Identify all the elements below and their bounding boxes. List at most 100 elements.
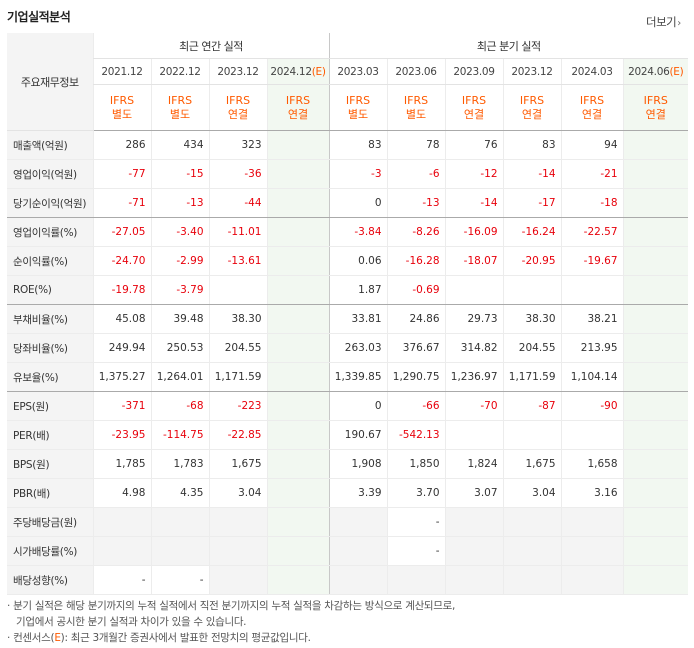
quarter-value-cell: -17 [502,188,562,218]
quarter-value-cell: -6 [386,159,446,189]
quarter-value-cell [622,420,689,450]
annual-value-cell [266,217,330,247]
annual-period-header: 2022.12 [150,58,209,85]
quarter-value-cell [622,507,689,537]
quarter-value-cell [622,565,689,595]
annual-value-cell [92,507,151,537]
row-label: 영업이익률(%) [7,217,93,247]
footnote-2-suffix: ): 최근 3개월간 증권사에서 발표한 전망치의 평균값입니다. [60,632,311,644]
quarter-value-cell: 1,908 [328,449,388,479]
quarter-value-cell [622,217,689,247]
footnote-1: · 분기 실적은 해당 분기까지의 누적 실적에서 직전 분기까지의 누적 실적… [7,600,456,612]
period-label: 2023.03 [337,65,379,78]
annual-value-cell: -2.99 [150,246,209,276]
table-row: 시가배당률(%) - [7,536,689,566]
statement-basis: 연결 [645,107,666,121]
quarter-accounting-type: IFRS 연결 [502,84,562,131]
annual-value-cell: -3.40 [150,217,209,247]
table-row: 당기순이익(억원) -71 -13 -44 0 -13 -14 -17 -18 [7,188,689,218]
annual-value-cell: -114.75 [150,420,209,450]
quarter-value-cell: -18 [560,188,624,218]
quarter-accounting-type: IFRS 연결 [560,84,624,131]
row-label: ROE(%) [7,275,93,305]
statement-basis: 별도 [169,107,191,121]
quarter-value-cell: 38.21 [560,304,624,334]
quarter-value-cell: 1,339.85 [328,362,388,392]
annual-value-cell: - [92,565,151,595]
quarter-value-cell: 1,290.75 [386,362,446,392]
quarter-value-cell: 83 [502,130,562,160]
annual-value-cell: -27.05 [92,217,151,247]
annual-value-cell [266,536,330,566]
accounting-standard: IFRS [519,93,545,107]
quarter-value-cell [502,507,562,537]
row-label: 순이익률(%) [7,246,93,276]
annual-value-cell [266,478,330,508]
accounting-standard: IFRS [167,93,193,107]
annual-value-cell [266,188,330,218]
quarter-value-cell: -3.84 [328,217,388,247]
annual-value-cell: 1,264.01 [150,362,209,392]
quarter-value-cell [444,507,504,537]
quarter-value-cell: -87 [502,391,562,421]
footnote-1-cont: 기업에서 공시한 분기 실적과 차이가 있을 수 있습니다. [16,616,247,628]
quarter-value-cell: 0.06 [328,246,388,276]
quarter-value-cell: 1,171.59 [502,362,562,392]
footnote-2-prefix: · 컨센서스( [7,632,55,644]
quarter-value-cell: -542.13 [386,420,446,450]
annual-value-cell: -3.79 [150,275,209,305]
annual-value-cell: -77 [92,159,151,189]
quarter-value-cell: 3.07 [444,478,504,508]
annual-value-cell: -19.78 [92,275,151,305]
quarter-value-cell: -0.69 [386,275,446,305]
more-link[interactable]: 더보기› [646,14,681,30]
table-row: EPS(원) -371 -68 -223 0 -66 -70 -87 -90 [7,391,689,421]
annual-value-cell [266,275,330,305]
table-row: BPS(원) 1,785 1,783 1,675 1,908 1,850 1,824 1,67… [7,449,689,479]
quarter-value-cell: 78 [386,130,446,160]
quarter-period-header: 2023.03 [328,58,388,85]
quarter-value-cell [622,246,689,276]
statement-basis: 연결 [227,107,249,121]
header-group-row: 주요재무정보 최근 연간 실적 최근 분기 실적 [7,33,689,131]
quarter-value-cell: -12 [444,159,504,189]
annual-period-header: 2024.12(E) [266,58,330,85]
accounting-standard: IFRS [461,93,487,107]
quarter-value-cell [622,130,689,160]
quarter-value-cell: 0 [328,188,388,218]
quarter-value-cell: 1,236.97 [444,362,504,392]
quarter-value-cell [622,159,689,189]
accounting-standard: IFRS [345,93,371,107]
annual-value-cell: -23.95 [92,420,151,450]
period-label: 2023.12 [217,65,259,78]
quarter-value-cell [622,362,689,392]
annual-value-cell [266,420,330,450]
quarter-value-cell [560,507,624,537]
statement-basis: 별도 [405,107,427,121]
annual-accounting-type: IFRS 별도 [92,84,151,131]
quarter-value-cell: -90 [560,391,624,421]
annual-value-cell: 434 [150,130,209,160]
row-label: 당좌비율(%) [7,333,93,363]
accounting-standard: IFRS [225,93,251,107]
table-row: 유보율(%) 1,375.27 1,264.01 1,171.59 1,339.85 1,… [7,362,689,392]
row-label: EPS(원) [7,391,93,421]
table-row: 부채비율(%) 45.08 39.48 38.30 33.81 24.86 29.73 38.… [7,304,689,334]
row-header-label: 주요재무정보 [7,33,93,131]
annual-value-cell: - [150,565,209,595]
quarter-value-cell [444,275,504,305]
quarter-value-cell: -21 [560,159,624,189]
annual-value-cell [150,536,209,566]
quarter-value-cell: 204.55 [502,333,562,363]
quarter-value-cell: - [386,507,446,537]
quarter-value-cell [622,478,689,508]
accounting-standard: IFRS [643,93,668,107]
statement-basis: 연결 [521,107,543,121]
quarter-value-cell: 3.16 [560,478,624,508]
quarter-value-cell: 263.03 [328,333,388,363]
row-label: PBR(배) [7,478,93,508]
quarter-period-header: 2024.06(E) [622,58,689,85]
table-row: 순이익률(%) -24.70 -2.99 -13.61 0.06 -16.28 -18.07… [7,246,689,276]
row-label: 당기순이익(억원) [7,188,93,218]
